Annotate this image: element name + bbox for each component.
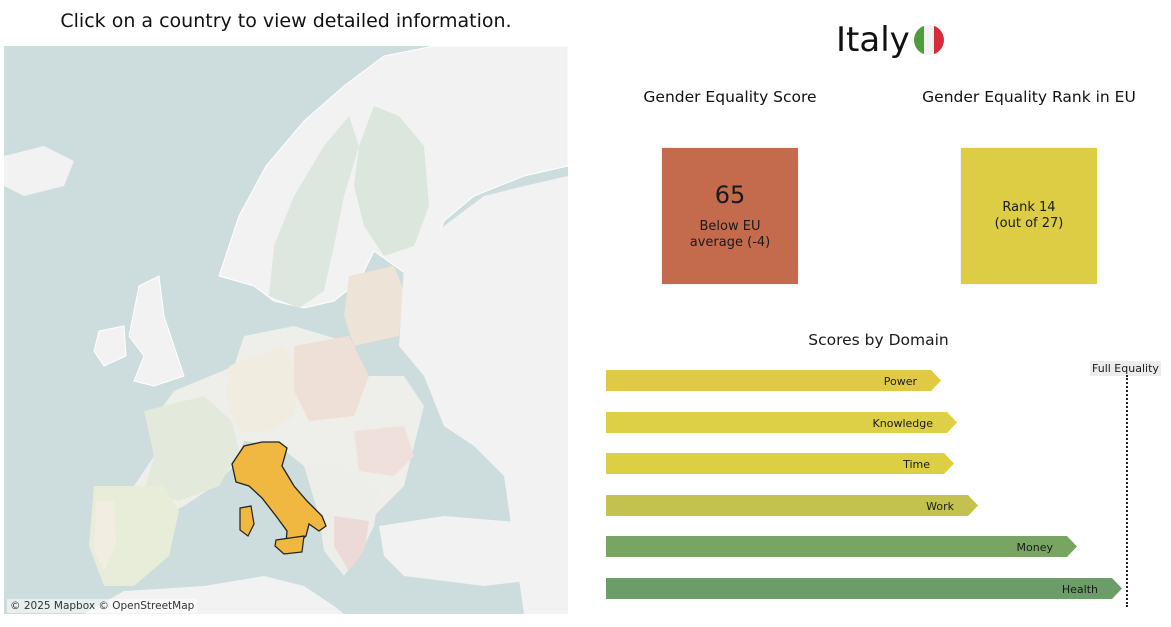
greece-region: [334, 516, 369, 571]
domain-bar-health[interactable]: Health: [606, 578, 1134, 599]
finland-region: [354, 106, 429, 256]
domain-bar-knowledge[interactable]: Knowledge: [606, 412, 969, 433]
map-attribution[interactable]: © 2025 Mapbox © OpenStreetMap: [7, 599, 198, 613]
domain-bar-label: Knowledge: [873, 417, 934, 430]
domain-bar-shape[interactable]: [606, 453, 954, 474]
rank-out-of: (out of 27): [994, 216, 1064, 231]
domain-bar-label: Time: [902, 458, 930, 471]
domain-bar-shape[interactable]: [606, 412, 957, 433]
score-comparison-line2: average (-4): [689, 235, 771, 250]
domain-bar-shape[interactable]: [606, 578, 1122, 599]
domain-bar-label: Work: [926, 500, 954, 513]
domain-bar-label: Power: [884, 375, 918, 388]
domain-bar-money[interactable]: Money: [606, 536, 1089, 557]
domain-bar-time[interactable]: Time: [606, 453, 966, 474]
europe-map[interactable]: © 2025 Mapbox © OpenStreetMap: [4, 46, 568, 614]
rank-value: Rank 14: [1002, 200, 1056, 215]
map-canvas[interactable]: [4, 46, 568, 614]
germany-region: [226, 346, 299, 431]
domain-bar-shape[interactable]: [606, 495, 978, 516]
rank-title: Gender Equality Rank in EU: [922, 88, 1136, 106]
map-instruction: Click on a country to view detailed info…: [60, 10, 512, 32]
domain-bar-shape[interactable]: [606, 536, 1077, 557]
italy-selected: [231, 441, 327, 547]
country-header: Italy: [836, 20, 944, 60]
score-card: 65 Below EU average (-4): [662, 148, 798, 284]
domain-bar-label: Money: [1017, 541, 1054, 554]
italy-flag-icon: [913, 25, 944, 55]
romania-region: [354, 426, 414, 476]
poland-region: [294, 336, 369, 421]
portugal-region: [94, 501, 116, 571]
score-value: 65: [714, 181, 746, 209]
full-equality-label: Full Equality: [1090, 361, 1161, 376]
domain-bar-power[interactable]: Power: [606, 370, 953, 391]
france-region: [144, 396, 239, 501]
domain-chart-title: Scores by Domain: [808, 331, 949, 349]
sardinia-selected: [239, 505, 255, 537]
score-title: Gender Equality Score: [643, 88, 817, 106]
domain-bar-label: Health: [1062, 583, 1098, 596]
baltic-region: [344, 266, 404, 346]
domain-bar-shape[interactable]: [606, 370, 941, 391]
full-equality-line: [1126, 375, 1128, 607]
sweden-region: [269, 116, 359, 308]
sicily-selected: [274, 535, 305, 555]
ireland-land: [93, 325, 127, 367]
domain-bar-work[interactable]: Work: [606, 495, 990, 516]
country-name: Italy: [836, 20, 910, 60]
uk-land: [128, 275, 185, 387]
rank-card: Rank 14 (out of 27): [961, 148, 1097, 284]
score-comparison-line1: Below EU: [699, 219, 761, 234]
